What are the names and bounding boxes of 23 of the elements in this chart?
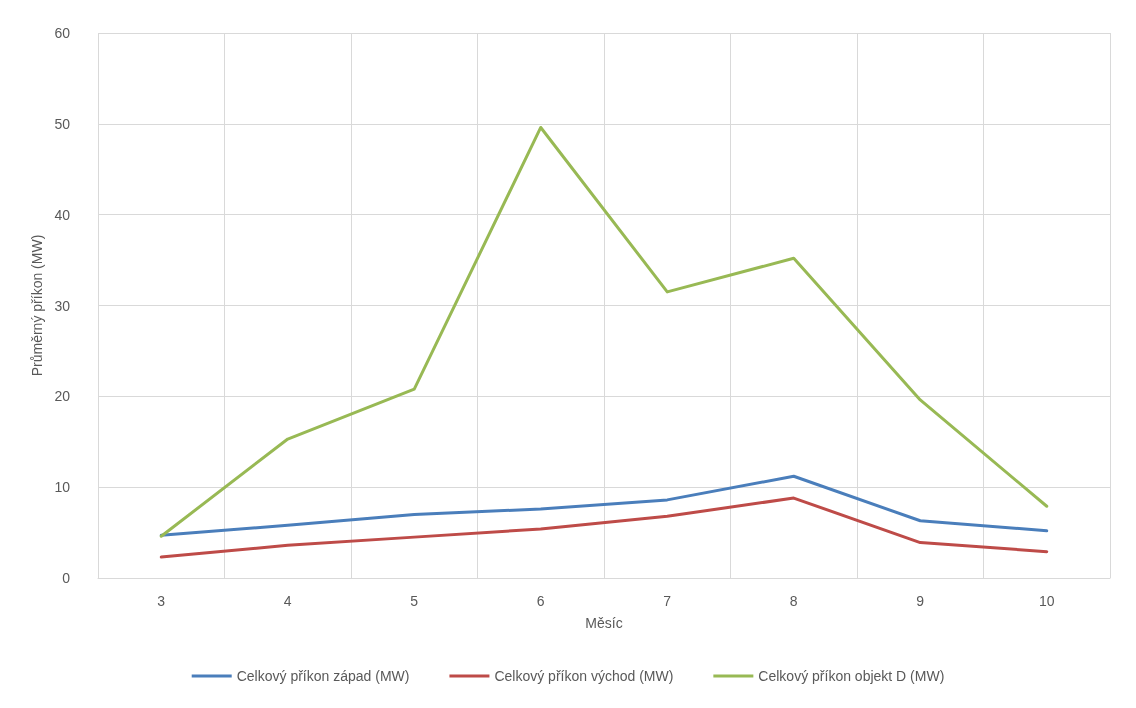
legend-label: Celkový příkon západ (MW) [236,668,410,684]
y-tick-label: 20 [54,388,71,405]
line-series [159,125,1049,538]
y-tick-label: 50 [54,115,71,132]
x-axis-title: Měsíc [585,615,623,631]
y-tick-label: 30 [54,297,71,314]
y-tick-label: 10 [54,479,71,496]
y-tick-label: 60 [54,25,71,41]
legend-label: Celkový příkon východ (MW) [494,668,674,684]
y-tick-label: 0 [62,570,71,586]
x-tick-label: 10 [1038,593,1055,609]
x-tick-label: 4 [283,593,292,609]
x-tick-label: 6 [536,593,545,609]
line-series [159,474,1049,537]
x-tick-label: 7 [663,593,672,609]
x-tick-label: 3 [157,593,166,609]
legend-label: Celkový příkon objekt D (MW) [758,668,945,684]
x-tick-label: 5 [410,593,419,609]
y-axis-title: Průměrný příkon (MW) [28,234,45,377]
x-tick-label: 8 [789,593,798,609]
x-tick-label: 9 [916,593,925,609]
y-tick-label: 40 [54,206,71,223]
line-series [159,496,1049,559]
